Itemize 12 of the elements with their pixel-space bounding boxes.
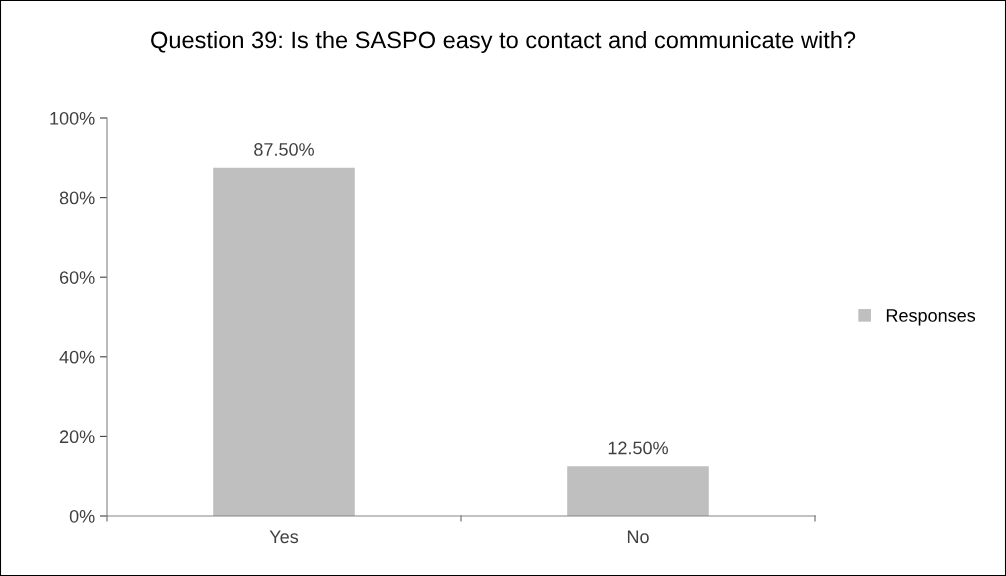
y-tick-label: 80% [59,191,95,205]
y-tick-label: 0% [69,509,95,523]
y-tick-label: 100% [50,111,95,125]
legend-label: Responses [886,309,976,326]
data-label: 12.50% [608,441,668,455]
chart-title: Question 39: Is the SASPO easy to contact and communicate with? [151,31,856,53]
y-tick-label: 60% [59,271,95,284]
x-tick-label: Yes [269,530,299,544]
x-tick-label: No [627,530,649,544]
y-tick-label: 40% [59,350,95,364]
data-label: 87.50% [254,143,314,156]
y-tick-label: 20% [59,430,95,444]
